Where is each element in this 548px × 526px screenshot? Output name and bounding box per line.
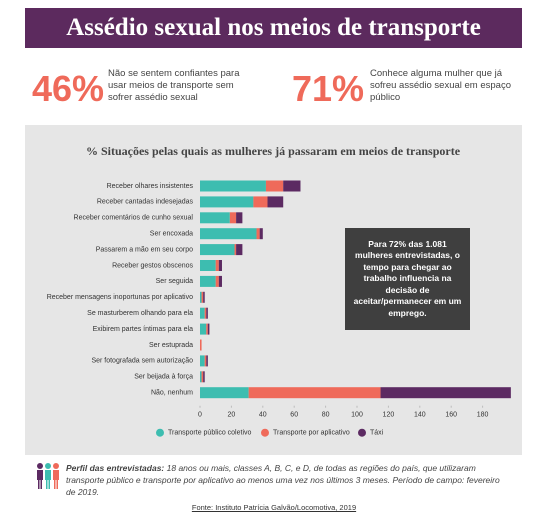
profile-label: Perfil das entrevistadas: (66, 463, 165, 473)
bar-segment (200, 212, 230, 224)
bar-segment (253, 196, 268, 208)
profile-note: Perfil das entrevistadas: 18 anos ou mai… (66, 462, 506, 498)
y-tick-label: Receber comentários de cunho sexual (74, 215, 194, 222)
y-tick-label: Receber gestos obscenos (112, 262, 193, 269)
stat-text: Não se sentem confiantes para usar meios… (108, 68, 240, 103)
bar-segment (207, 323, 210, 335)
y-tick-label: Passarem a mão em seu corpo (96, 246, 193, 253)
profile-text: 18 anos ou mais, classes A, B, C, e D, d… (66, 463, 500, 497)
stat-value: 46% (32, 68, 105, 109)
bar-segment (236, 212, 243, 224)
legend-label: Transporte por aplicativo (273, 430, 350, 437)
bar-segment (229, 212, 237, 224)
bar-segment (218, 275, 222, 287)
bar-segment (200, 244, 235, 256)
bar-segment (256, 228, 260, 240)
bar-segment (380, 387, 511, 399)
x-tick-label: 120 (383, 412, 395, 419)
bar-segment (215, 275, 219, 287)
bar-segment (265, 180, 284, 192)
annotation: Para 72% das 1.081 mulheres entrevistada… (345, 228, 470, 330)
bar-segment (200, 196, 254, 208)
bar-segment (203, 291, 205, 303)
bar-segment (200, 180, 266, 192)
bar-segment (201, 291, 204, 303)
x-tick-label: 180 (477, 412, 489, 419)
y-tick-label: Ser seguida (156, 278, 193, 285)
y-tick-label: Exibirem partes íntimas para ela (93, 326, 193, 333)
title-banner: Assédio sexual nos meios de transporte (25, 8, 522, 48)
bar-segment (204, 355, 207, 367)
bar-segment (200, 260, 216, 271)
bar-segment (206, 323, 208, 335)
bar-segment (215, 260, 219, 271)
y-tick-label: Receber olhares insistentes (107, 183, 194, 190)
bar-segment (200, 323, 207, 335)
y-tick-label: Receber mensagens inoportunas por aplica… (47, 294, 193, 301)
stat-text: Conhece alguma mulher que já sofreu assé… (370, 68, 511, 103)
x-tick-label: 160 (445, 412, 457, 419)
x-tick-label: 140 (414, 412, 426, 419)
bar-segment (200, 387, 249, 399)
x-tick-label: 60 (290, 412, 298, 419)
bar-segment (206, 307, 208, 319)
bar-segment (218, 260, 222, 271)
bar-segment (200, 339, 202, 351)
y-tick-label: Ser fotografada sem autorização (91, 358, 193, 365)
x-tick-label: 40 (259, 412, 267, 419)
bar-segment (200, 355, 205, 367)
bar-segment (259, 228, 263, 240)
bar-segment (283, 180, 301, 192)
chart-title: % Situações pelas quais as mulheres já p… (86, 144, 461, 158)
stat-value: 71% (292, 68, 365, 109)
bar-segment (200, 275, 216, 287)
bar-segment (206, 355, 208, 367)
profile-icon (37, 463, 59, 489)
bar-segment (236, 244, 243, 256)
y-tick-label: Receber cantadas indesejadas (97, 199, 194, 206)
bar-segment (204, 307, 207, 319)
y-tick-label: Ser encoxada (150, 231, 193, 238)
bar-segment (201, 371, 204, 383)
x-tick-label: 100 (351, 412, 363, 419)
source: Fonte: Instituto Patrícia Galvão/Locomot… (191, 503, 357, 512)
bar-segment (200, 371, 202, 383)
bar-segment (248, 387, 381, 399)
legend-swatch (358, 428, 366, 437)
bar-segment (200, 307, 205, 319)
bar-segment (234, 244, 237, 256)
x-tick-label: 80 (322, 412, 330, 419)
y-tick-label: Se masturberem olhando para ela (87, 310, 193, 317)
legend-swatch (156, 428, 164, 437)
bar-segment (200, 228, 257, 240)
bar-segment (200, 291, 202, 303)
legend-swatch (261, 428, 269, 437)
legend-label: Táxi (370, 430, 384, 437)
bar-segment (267, 196, 284, 208)
y-tick-label: Não, nenhum (151, 390, 193, 397)
x-tick-label: 20 (228, 412, 236, 419)
bar-segment (203, 371, 205, 383)
y-tick-label: Ser estuprada (149, 342, 193, 349)
legend-label: Transporte público coletivo (168, 430, 252, 437)
y-tick-label: Ser beijada à força (134, 374, 193, 381)
x-tick-label: 0 (198, 412, 202, 419)
